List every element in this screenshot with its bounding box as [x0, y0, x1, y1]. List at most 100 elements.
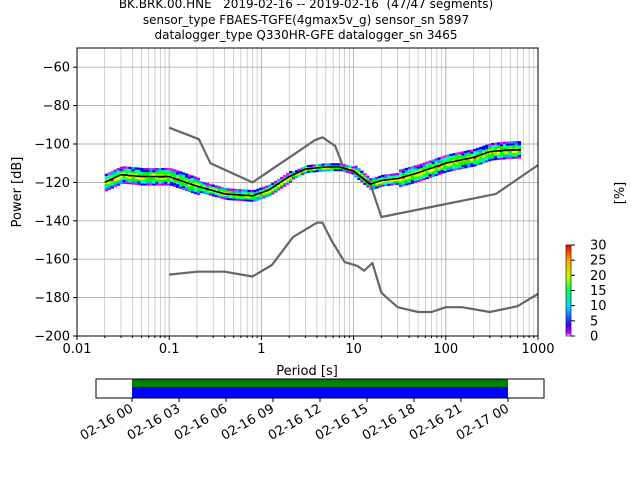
- heatmap-cell: [140, 171, 144, 174]
- heatmap-cell: [291, 171, 296, 174]
- heatmap-cell: [452, 166, 456, 169]
- heatmap-cell: [440, 167, 444, 171]
- heatmap-cell: [259, 193, 263, 196]
- heatmap-cell: [494, 152, 498, 155]
- heatmap-cell: [366, 177, 370, 180]
- heatmap-cell: [226, 190, 230, 193]
- heatmap-cell: [146, 168, 150, 171]
- heatmap-cell: [499, 142, 504, 145]
- heatmap-cell: [425, 163, 429, 166]
- heatmap-cell: [401, 182, 406, 185]
- heatmap-cell: [476, 159, 480, 162]
- heatmap-cell: [467, 153, 471, 157]
- heatmap-cell: [470, 151, 474, 154]
- heatmap-cell: [184, 183, 189, 186]
- heatmap-cell: [190, 179, 195, 182]
- heatmap-cell: [184, 177, 189, 180]
- heatmap-cell: [485, 154, 489, 157]
- heatmap-cell: [176, 179, 180, 183]
- heatmap-cell: [366, 183, 370, 186]
- timeline-tick-label: 02-16 06: [172, 401, 230, 443]
- heatmap-cell: [179, 181, 183, 184]
- heatmap-cell: [422, 164, 426, 167]
- heatmap-cell: [514, 141, 519, 144]
- heatmap-cell: [491, 154, 495, 157]
- heatmap-cell: [158, 168, 162, 171]
- heatmap-cell: [354, 165, 358, 168]
- heatmap-cell: [235, 190, 239, 194]
- heatmap-cell: [467, 163, 471, 166]
- heatmap-cell: [502, 153, 507, 156]
- heatmap-cell: [517, 141, 522, 144]
- heatmap-cell: [416, 174, 421, 177]
- heatmap-cell: [327, 167, 331, 170]
- heatmap-cell: [134, 178, 138, 182]
- heatmap-cell: [392, 181, 397, 184]
- heatmap-cell: [140, 173, 144, 176]
- heatmap-cell: [398, 171, 403, 174]
- heatmap-cell: [491, 144, 495, 148]
- heatmap-cell: [152, 183, 156, 186]
- heatmap-cell: [464, 164, 468, 167]
- heatmap-cell: [208, 183, 213, 186]
- heatmap-cell: [416, 168, 421, 171]
- heatmap-cell: [390, 179, 394, 182]
- heatmap-cell: [464, 156, 468, 159]
- heatmap-cell: [517, 152, 522, 155]
- heatmap-cell: [375, 178, 379, 181]
- heatmap-cell: [351, 166, 355, 169]
- heatmap-cell: [146, 169, 150, 173]
- heatmap-cell: [122, 175, 126, 179]
- heatmap-cell: [125, 172, 129, 175]
- heatmap-cell: [274, 188, 278, 191]
- heatmap-cell: [161, 173, 165, 176]
- heatmap-cell: [491, 146, 495, 149]
- heatmap-cell: [494, 142, 498, 145]
- heatmap-cell: [179, 173, 183, 176]
- heatmap-cell: [125, 176, 129, 179]
- heatmap-cell: [404, 177, 409, 180]
- heatmap-cell: [496, 148, 501, 151]
- heatmap-cell: [467, 155, 471, 159]
- heatmap-cell: [187, 184, 192, 187]
- heatmap-cell: [342, 164, 346, 167]
- heatmap-cell: [458, 163, 462, 166]
- heatmap-cell: [306, 168, 311, 172]
- heatmap-cell: [357, 168, 361, 171]
- heatmap-cell: [443, 170, 447, 173]
- heatmap-cell: [167, 177, 171, 180]
- heatmap-cell: [351, 168, 355, 171]
- heatmap-cell: [119, 170, 123, 173]
- heatmap-cell: [256, 196, 260, 199]
- x-tick-label: 0.1: [159, 342, 180, 357]
- heatmap-cell: [437, 172, 441, 175]
- heatmap-cell: [496, 144, 501, 147]
- heatmap-cell: [104, 189, 109, 192]
- heatmap-cell: [271, 182, 275, 185]
- heatmap-cell: [179, 175, 183, 178]
- heatmap-cell: [244, 191, 248, 194]
- heatmap-cell: [268, 184, 272, 187]
- heatmap-cell: [398, 184, 403, 188]
- heatmap-cell: [499, 153, 504, 156]
- heatmap-cell: [401, 174, 406, 177]
- heatmap-cell: [214, 187, 218, 190]
- heatmap-cell: [259, 187, 263, 190]
- heatmap-cell: [390, 183, 394, 186]
- heatmap-cell: [381, 184, 385, 187]
- heatmap-cell: [464, 162, 468, 165]
- heatmap-cell: [223, 189, 227, 192]
- heatmap-cell: [434, 160, 438, 163]
- heatmap-cell: [184, 188, 189, 192]
- heatmap-cell: [170, 177, 174, 181]
- heatmap-cell: [250, 189, 254, 193]
- heatmap-cell: [502, 143, 507, 146]
- heatmap-cell: [146, 171, 150, 175]
- heatmap-cell: [508, 156, 513, 159]
- heatmap-cell: [211, 192, 215, 195]
- heatmap-cell: [104, 179, 109, 182]
- heatmap-cell: [208, 187, 213, 190]
- heatmap-cell: [217, 186, 221, 189]
